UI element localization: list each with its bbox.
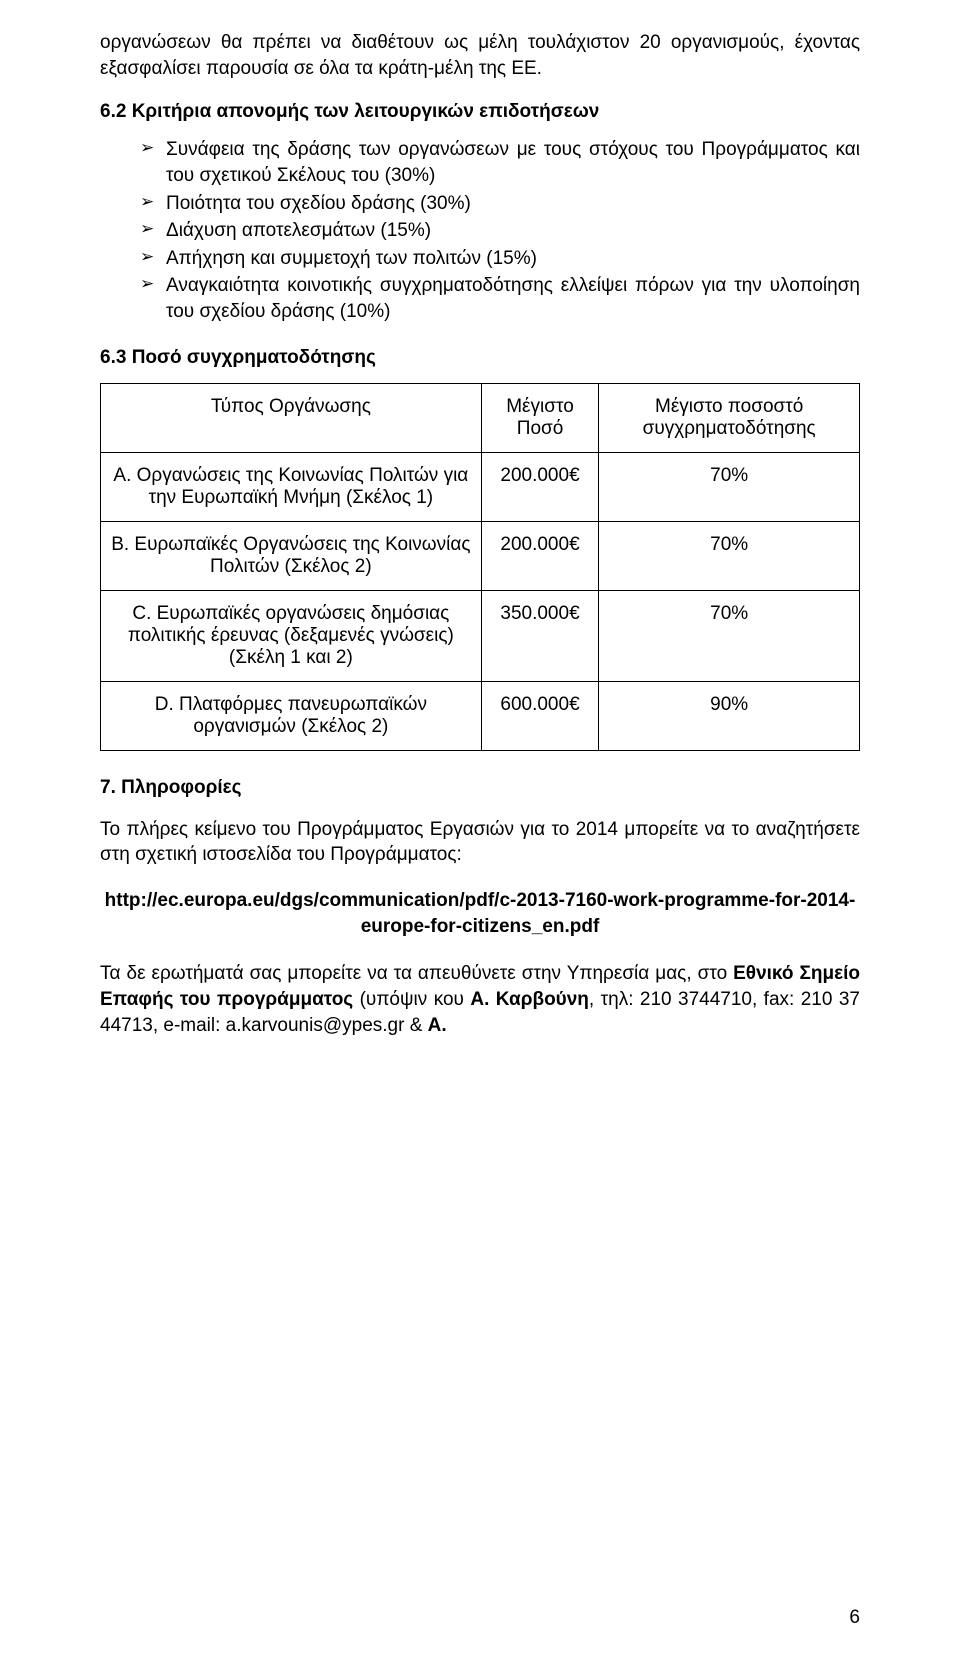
contact-person: Α. Καρβούνη — [470, 989, 589, 1010]
heading-6-2: 6.2 Κριτήρια απονομής των λειτουργικών ε… — [100, 101, 860, 123]
list-item: Διάχυση αποτελεσμάτων (15%) — [140, 218, 860, 244]
table-row: B. Ευρωπαϊκές Οργανώσεις της Κοινωνίας Π… — [101, 521, 860, 590]
table-cell: 70% — [599, 521, 860, 590]
table-header-row: Τύπος Οργάνωσης Μέγιστο Ποσό Μέγιστο ποσ… — [101, 383, 860, 452]
contact-paragraph: Τα δε ερωτήματά σας μπορείτε να τα απευθ… — [100, 961, 860, 1038]
table-row: C. Ευρωπαϊκές οργανώσεις δημόσιας πολιτι… — [101, 590, 860, 681]
table-header: Μέγιστο ποσοστό συγχρηματοδότησης — [599, 383, 860, 452]
contact-person-2: Α. — [428, 1015, 447, 1036]
programme-url: http://ec.europa.eu/dgs/communication/pd… — [100, 888, 860, 939]
table-cell: C. Ευρωπαϊκές οργανώσεις δημόσιας πολιτι… — [101, 590, 482, 681]
list-item: Συνάφεια της δράσης των οργανώσεων με το… — [140, 137, 860, 188]
table-cell: 200.000€ — [481, 521, 599, 590]
criteria-list: Συνάφεια της δράσης των οργανώσεων με το… — [100, 137, 860, 324]
table-cell: D. Πλατφόρμες πανευρωπαϊκών οργανισμών (… — [101, 681, 482, 750]
contact-text: (υπόψιν κου — [353, 989, 470, 1010]
table-cell: B. Ευρωπαϊκές Οργανώσεις της Κοινωνίας Π… — [101, 521, 482, 590]
table-header: Τύπος Οργάνωσης — [101, 383, 482, 452]
table-cell: 90% — [599, 681, 860, 750]
list-item: Ποιότητα του σχεδίου δράσης (30%) — [140, 191, 860, 217]
heading-6-3: 6.3 Ποσό συγχρηματοδότησης — [100, 347, 860, 369]
list-item: Αναγκαιότητα κοινοτικής συγχρηματοδότηση… — [140, 273, 860, 324]
table-cell: 350.000€ — [481, 590, 599, 681]
table-cell: 70% — [599, 590, 860, 681]
table-header: Μέγιστο Ποσό — [481, 383, 599, 452]
table-cell: A. Οργανώσεις της Κοινωνίας Πολιτών για … — [101, 452, 482, 521]
table-cell: 600.000€ — [481, 681, 599, 750]
cofinancing-table: Τύπος Οργάνωσης Μέγιστο Ποσό Μέγιστο ποσ… — [100, 383, 860, 751]
list-item: Απήχηση και συμμετοχή των πολιτών (15%) — [140, 246, 860, 272]
table-row: D. Πλατφόρμες πανευρωπαϊκών οργανισμών (… — [101, 681, 860, 750]
info-paragraph: Το πλήρες κείμενο του Προγράμματος Εργασ… — [100, 817, 860, 868]
table-cell: 200.000€ — [481, 452, 599, 521]
contact-text: Τα δε ερωτήματά σας μπορείτε να τα απευθ… — [100, 963, 733, 984]
table-cell: 70% — [599, 452, 860, 521]
page-number: 6 — [849, 1607, 860, 1629]
heading-7: 7. Πληροφορίες — [100, 777, 860, 799]
table-row: A. Οργανώσεις της Κοινωνίας Πολιτών για … — [101, 452, 860, 521]
intro-paragraph: οργανώσεων θα πρέπει να διαθέτουν ως μέλ… — [100, 30, 860, 81]
